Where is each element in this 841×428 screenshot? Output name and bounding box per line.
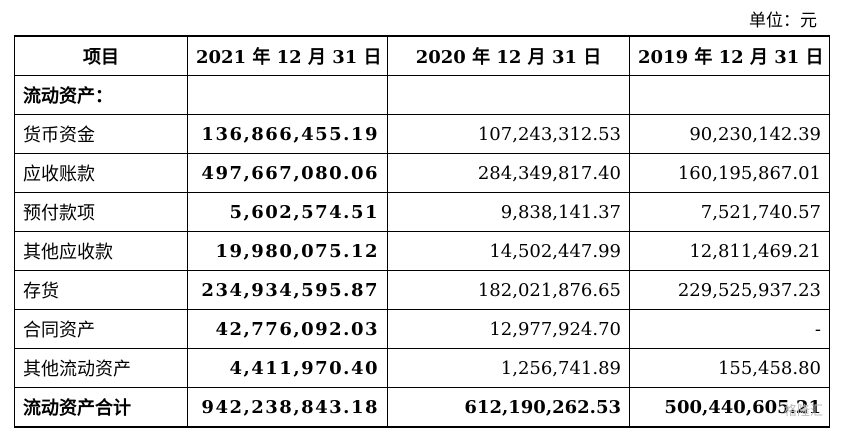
value-2021: 5,602,574.51 xyxy=(187,192,388,232)
value-2021: 19,980,075.12 xyxy=(187,231,388,271)
section-label: 流动资产： xyxy=(14,75,188,115)
column-header-2020: 2020 年 12 月 31 日 xyxy=(387,35,630,76)
value-2021: 136,866,455.19 xyxy=(187,114,388,154)
table-header-row: 项目 2021 年 12 月 31 日 2020 年 12 月 31 日 201… xyxy=(14,35,830,76)
value-2020: 12,977,924.70 xyxy=(387,309,630,349)
empty-cell xyxy=(387,75,630,115)
table-row: 其他流动资产 4,411,970.40 1,256,741.89 155,458… xyxy=(14,348,830,388)
value-2020: 14,502,447.99 xyxy=(387,231,630,271)
row-name: 其他应收款 xyxy=(14,231,188,271)
value-2021: 497,667,080.06 xyxy=(187,153,388,193)
column-header-item: 项目 xyxy=(14,35,188,76)
section-row: 流动资产： xyxy=(14,75,830,115)
row-name: 存货 xyxy=(14,270,188,310)
total-2021: 942,238,843.18 xyxy=(187,387,388,428)
column-header-2019: 2019 年 12 月 31 日 xyxy=(629,35,830,76)
value-2019: 90,230,142.39 xyxy=(629,114,830,154)
row-name: 预付款项 xyxy=(14,192,188,232)
value-2019: 160,195,867.01 xyxy=(629,153,830,193)
total-2019: 500,440,605.21 xyxy=(629,387,830,428)
value-2019: 7,521,740.57 xyxy=(629,192,830,232)
value-2019: 229,525,937.23 xyxy=(629,270,830,310)
value-2019: 12,811,469.21 xyxy=(629,231,830,271)
empty-cell xyxy=(629,75,830,115)
column-header-2021: 2021 年 12 月 31 日 xyxy=(187,35,388,76)
balance-sheet-table: 项目 2021 年 12 月 31 日 2020 年 12 月 31 日 201… xyxy=(14,35,830,428)
value-2020: 284,349,817.40 xyxy=(387,153,630,193)
table-row: 预付款项 5,602,574.51 9,838,141.37 7,521,740… xyxy=(14,192,830,232)
table-row: 存货 234,934,595.87 182,021,876.65 229,525… xyxy=(14,270,830,310)
table-row: 其他应收款 19,980,075.12 14,502,447.99 12,811… xyxy=(14,231,830,271)
value-2020: 107,243,312.53 xyxy=(387,114,630,154)
value-2020: 182,021,876.65 xyxy=(387,270,630,310)
value-2021: 42,776,092.03 xyxy=(187,309,388,349)
total-2020: 612,190,262.53 xyxy=(387,387,630,428)
value-2021: 234,934,595.87 xyxy=(187,270,388,310)
value-2019: - xyxy=(629,309,830,349)
unit-label: 单位：元 xyxy=(749,11,817,31)
row-name: 合同资产 xyxy=(14,309,188,349)
watermark-logo: 格隆汇 xyxy=(783,404,823,419)
table-row: 合同资产 42,776,092.03 12,977,924.70 - xyxy=(14,309,830,349)
value-2019: 155,458.80 xyxy=(629,348,830,388)
table-row: 应收账款 497,667,080.06 284,349,817.40 160,1… xyxy=(14,153,830,193)
row-name: 货币资金 xyxy=(14,114,188,154)
total-row: 流动资产合计 942,238,843.18 612,190,262.53 500… xyxy=(14,387,830,428)
value-2020: 1,256,741.89 xyxy=(387,348,630,388)
value-2021: 4,411,970.40 xyxy=(187,348,388,388)
table-row: 货币资金 136,866,455.19 107,243,312.53 90,23… xyxy=(14,114,830,154)
value-2020: 9,838,141.37 xyxy=(387,192,630,232)
total-name: 流动资产合计 xyxy=(14,387,188,428)
row-name: 应收账款 xyxy=(14,153,188,193)
row-name: 其他流动资产 xyxy=(14,348,188,388)
empty-cell xyxy=(187,75,388,115)
